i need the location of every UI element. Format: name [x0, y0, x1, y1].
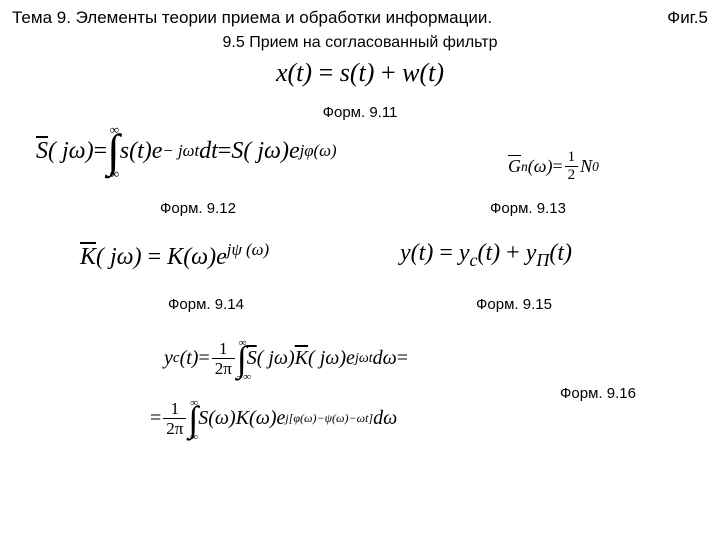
f16-exp: jωt [355, 351, 373, 367]
label-9-13: Форм. 9.13 [490, 200, 566, 217]
formula-9-16-line2: = 1 2π ∞ ∫ ∞ S(ω)K(ω)ej[φ(ω)−ψ(ω)−ωt]dω [150, 400, 397, 437]
f13-eq: = [552, 156, 562, 177]
f11-w: w [402, 58, 419, 87]
f16-den: 2π [212, 359, 235, 377]
f16-Sarg: ( jω) [257, 347, 295, 370]
f16b-S: S [198, 407, 208, 430]
f16-int2-top: ∞ [190, 397, 198, 409]
f12-dt: dt [199, 138, 218, 165]
formula-9-15: y(t) = yc(t) + yП(t) [400, 240, 572, 271]
f12-exp2: jφ(ω) [300, 141, 337, 161]
label-9-15: Форм. 9.15 [476, 296, 552, 313]
header-row: Тема 9. Элементы теории приема и обработ… [12, 8, 708, 28]
f13-Garg: (ω) [528, 156, 553, 177]
f13-num: 1 [565, 150, 579, 167]
f11-x: x [276, 58, 288, 87]
f13-den: 2 [565, 167, 579, 183]
f11-t3: t [428, 58, 435, 87]
label-9-12: Форм. 9.12 [160, 200, 236, 217]
f16b-num: 1 [163, 400, 186, 419]
f16-int1-bot: −∞ [236, 371, 251, 383]
f12-e2: e [289, 138, 300, 165]
formula-9-11: x(t) = s(t) + w(t) [0, 58, 720, 88]
f12-s: s [120, 138, 129, 165]
f12-S-arg: ( jω) [48, 138, 94, 165]
f16-int1-top: ∞ [239, 337, 247, 349]
f12-exp1: − jωt [162, 141, 199, 161]
f12-s-arg: (t) [129, 138, 152, 165]
f15-yP: y [526, 240, 537, 266]
f14-e: e [216, 244, 227, 270]
f16b-Karg: (ω) [249, 407, 276, 430]
f15-y: y [400, 240, 411, 266]
f16-int2-bot: ∞ [190, 431, 198, 443]
f16b-K: K [236, 407, 249, 430]
formula-9-12: S( jω) = ∞ ∫ ∞ s(t)e− jωtdt = S( jω)ejφ(… [36, 130, 337, 172]
f12-int-bot: ∞ [110, 166, 119, 182]
f14-K: K [80, 244, 96, 270]
f13-Gsub: n [521, 159, 528, 175]
f12-Sbar: S [36, 138, 48, 165]
f14-K2arg: (ω) [183, 244, 216, 270]
f11-plus: + [381, 58, 402, 87]
f15-yarg: (t) [411, 240, 434, 266]
f16b-exp: j[φ(ω)−ψ(ω)−ωt] [285, 411, 373, 426]
f14-Karg: ( jω) [96, 244, 142, 270]
label-9-11: Форм. 9.11 [0, 104, 720, 121]
f15-eq: = [439, 240, 459, 266]
f15-ycarg: (t) [478, 240, 501, 266]
f12-eq2: = [218, 138, 232, 165]
f14-eq: = [148, 244, 168, 270]
f16-int2: ∞ ∫ ∞ [188, 403, 198, 435]
topic-title: Тема 9. Элементы теории приема и обработ… [12, 8, 492, 28]
f15-ycsub: c [470, 250, 478, 270]
f15-yc: y [459, 240, 470, 266]
f12-eq: = [94, 138, 108, 165]
figure-number: Фиг.5 [667, 8, 708, 28]
f16-eq: = [198, 347, 209, 370]
f15-yParg: (t) [549, 240, 572, 266]
f16-ycsub: c [173, 350, 180, 367]
f12-e: e [152, 138, 163, 165]
f16-K: K [295, 347, 308, 370]
label-9-14: Форм. 9.14 [168, 296, 244, 313]
f14-K2: K [167, 244, 183, 270]
f14-exp: jψ (ω) [227, 240, 269, 259]
f16b-den: 2π [163, 419, 186, 437]
f16-dw: dω [373, 347, 397, 370]
f16-num: 1 [212, 340, 235, 359]
f16-e: e [346, 347, 355, 370]
f11-eq: = [319, 58, 340, 87]
formula-9-16-line1: yc(t) = 1 2π ∞ ∫ −∞ S( jω)K( jω)ejωtdω = [164, 340, 408, 377]
formula-9-14: K( jω) = K(ω)ejψ (ω) [80, 240, 269, 271]
f15-plus: + [506, 240, 526, 266]
f16-ycarg: (t) [180, 347, 199, 370]
f16b-lead: = [150, 407, 161, 430]
f16-S: S [247, 347, 257, 370]
f12-integral: ∞ ∫ ∞ [107, 130, 120, 172]
f13-G: G [508, 156, 521, 177]
f12-int-top: ∞ [110, 122, 119, 138]
f12-S2-arg: ( jω) [243, 138, 289, 165]
f13-N: N [580, 156, 592, 177]
f11-t: t [296, 58, 303, 87]
slide-page: Тема 9. Элементы теории приема и обработ… [0, 0, 720, 540]
f16b-Sarg: (ω) [208, 407, 235, 430]
f12-S2: S [231, 138, 243, 165]
f16-yc: y [164, 347, 173, 370]
section-title: 9.5 Прием на согласованный фильтр [0, 34, 720, 52]
f15-yPsub: П [536, 250, 549, 270]
f16-tail: = [397, 347, 408, 370]
f11-s: s [340, 58, 350, 87]
label-9-16: Форм. 9.16 [560, 385, 636, 402]
f16-Karg: ( jω) [308, 347, 346, 370]
f11-t2: t [359, 58, 366, 87]
f13-Nsub: 0 [592, 159, 599, 175]
f16b-dw: dω [373, 407, 397, 430]
formula-9-13: Gn(ω) = 1 2 N0 [508, 150, 599, 183]
f16-int1: ∞ ∫ −∞ [237, 343, 247, 375]
